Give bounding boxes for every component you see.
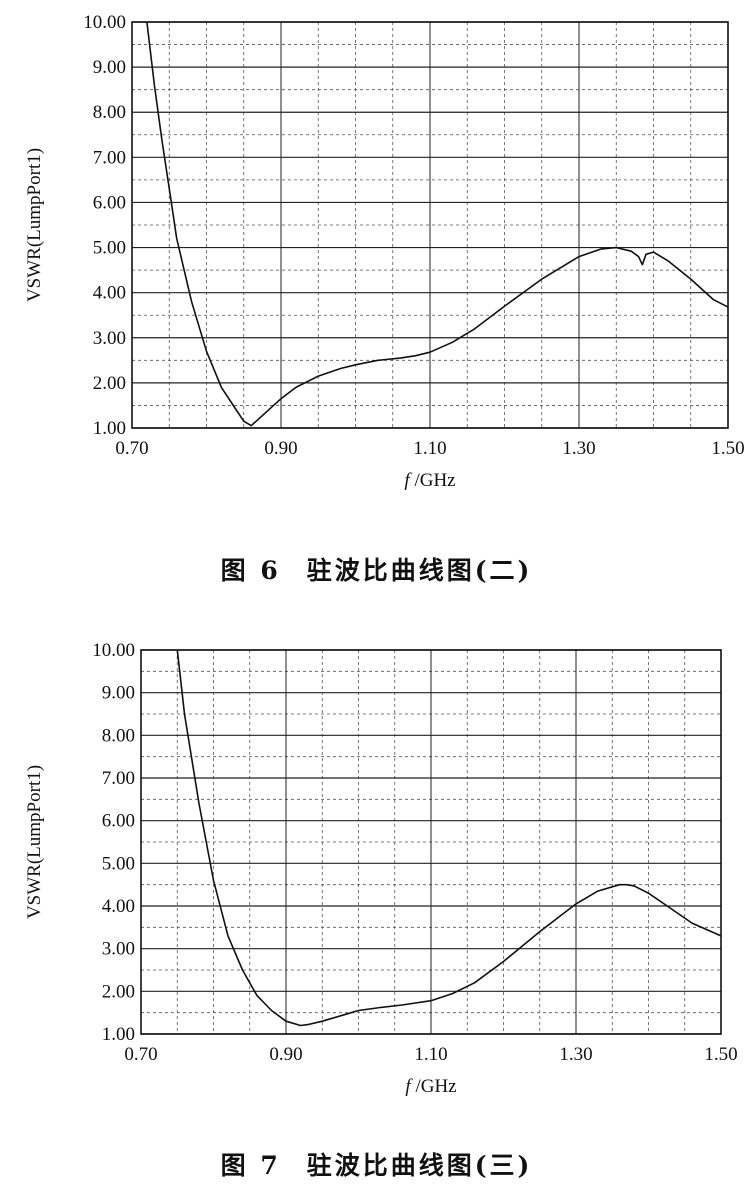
y-tick-label: 3.00 — [93, 328, 126, 349]
y-tick-label: 9.00 — [102, 683, 135, 704]
y-tick-label: 5.00 — [102, 853, 135, 874]
x-tick-label: 0.90 — [264, 438, 297, 459]
x-tick-label: 1.10 — [414, 1044, 447, 1065]
x-tick-label: 1.30 — [559, 1044, 592, 1065]
plot-frame — [131, 21, 729, 429]
y-tick-label: 2.00 — [93, 373, 126, 394]
caption-number: 图 7 — [220, 1151, 281, 1180]
y-tick-label: 4.00 — [102, 896, 135, 917]
y-tick-label: 1.00 — [102, 1024, 135, 1045]
y-tick-label: 8.00 — [93, 102, 126, 123]
vswr-series-line — [176, 649, 722, 1027]
y-tick-label: 1.00 — [93, 418, 126, 439]
y-tick-label: 9.00 — [93, 57, 126, 78]
vswr-series-line — [146, 21, 729, 427]
x-tick-label: 0.70 — [115, 438, 148, 459]
vswr-chart-2: 0.70 0.90 1.10 1.30 1.50 1.00 2.00 3.00 4.00 5.00… — [24, 12, 745, 491]
figure-6: 0.70 0.90 1.10 1.30 1.50 1.00 2.00 3.00 4.00 5.00… — [0, 12, 753, 587]
y-tick-label: 5.00 — [93, 238, 126, 259]
x-tick-label: 0.70 — [124, 1044, 157, 1065]
figure-caption: 图 7 驻波比曲线图(三) — [0, 1146, 753, 1182]
vswr-chart-3: 0.70 0.90 1.10 1.30 1.50 1.00 2.00 3.00 4.00 5.00… — [24, 640, 738, 1097]
figure-7: 0.70 0.90 1.10 1.30 1.50 1.00 2.00 3.00 4.00 5.00… — [0, 600, 753, 1196]
y-tick-label: 6.00 — [93, 192, 126, 213]
y-tick-label: 7.00 — [102, 768, 135, 789]
y-tick-label: 3.00 — [102, 939, 135, 960]
x-axis-label: f /GHz — [404, 470, 455, 491]
y-tick-label: 8.00 — [102, 725, 135, 746]
plot-frame — [140, 649, 722, 1035]
y-tick-label: 2.00 — [102, 981, 135, 1002]
y-tick-label: 4.00 — [93, 283, 126, 304]
y-axis-label: VSWR(LumpPort1) — [24, 765, 45, 919]
caption-text: 驻波比曲线图(二) — [306, 556, 533, 585]
x-tick-label: 1.50 — [711, 438, 744, 459]
x-tick-label: 1.30 — [562, 438, 595, 459]
y-tick-label: 6.00 — [102, 811, 135, 832]
x-axis-label: f /GHz — [405, 1076, 456, 1097]
caption-number: 图 6 — [220, 556, 281, 585]
x-tick-label: 1.10 — [413, 438, 446, 459]
y-axis-label: VSWR(LumpPort1) — [24, 148, 45, 302]
caption-text: 驻波比曲线图(三) — [306, 1151, 533, 1180]
y-tick-label: 10.00 — [83, 12, 126, 33]
y-tick-label: 10.00 — [92, 640, 135, 661]
x-tick-label: 0.90 — [269, 1044, 302, 1065]
y-tick-label: 7.00 — [93, 147, 126, 168]
figure-caption: 图 6 驻波比曲线图(二) — [0, 551, 753, 587]
x-tick-label: 1.50 — [704, 1044, 737, 1065]
